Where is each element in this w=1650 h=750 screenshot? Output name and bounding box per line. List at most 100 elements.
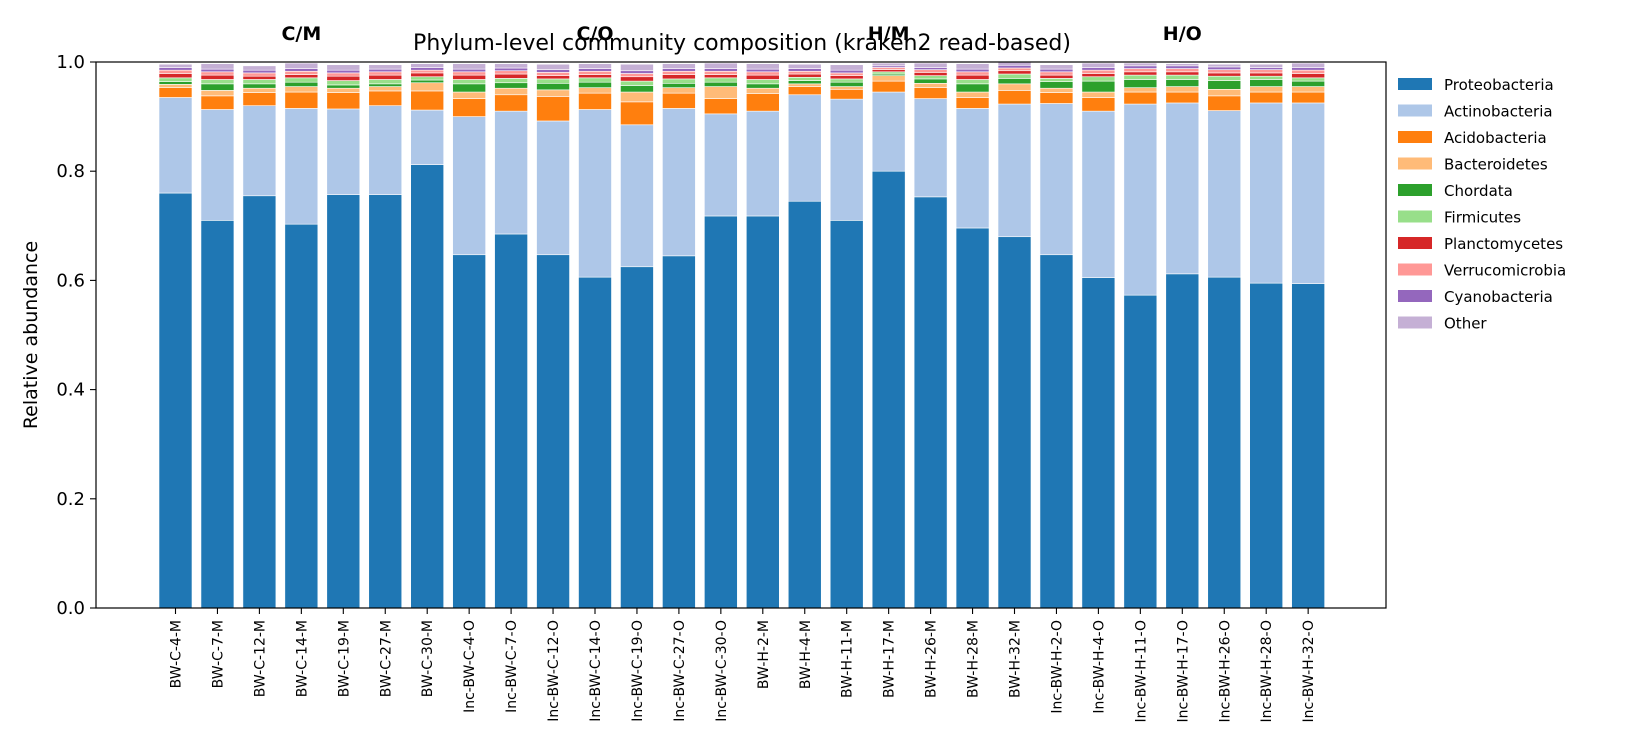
bar-segment-firmicutes-5 [368,79,403,85]
bar-segment-cyanobacteria-15 [787,68,822,72]
bar-segment-proteobacteria-18 [913,196,948,609]
bar-segment-cyanobacteria-2 [242,69,277,74]
bar-segment-proteobacteria-10 [578,276,612,609]
bar-segment-chordata-24 [1165,79,1200,87]
bar-segment-actinobacteria-6 [410,109,445,165]
x-tick-label: BW-H-4-M [798,620,814,689]
bar-segment-other-5 [368,64,403,70]
bar-segment-planctomycetes-3 [284,74,319,79]
x-tick-label: Inc-BW-C-12-O [546,620,562,722]
bar-segment-other-18 [913,62,948,68]
bar-segment-firmicutes-14 [745,79,780,85]
bar-segment-cyanobacteria-22 [1081,67,1116,71]
bar-segment-bacteroidetes-22 [1081,91,1116,98]
bar-segment-planctomycetes-19 [955,74,990,80]
bar-segment-planctomycetes-9 [536,75,570,80]
bar-segment-chordata-11 [620,85,654,93]
bar-segment-planctomycetes-21 [1039,74,1074,79]
legend-swatch [1398,104,1432,117]
bar-segment-firmicutes-15 [787,76,822,81]
bar-segment-cyanobacteria-8 [494,67,528,72]
bar-segment-verrucomicrobia-0 [158,69,193,74]
legend-swatch [1398,316,1432,329]
bar-segment-verrucomicrobia-15 [787,70,822,75]
x-tick-label: Inc-BW-H-32-O [1301,620,1317,723]
bar-segment-chordata-26 [1249,79,1283,87]
bar-segment-firmicutes-12 [662,78,696,84]
bar-segment-acidobacteria-20 [997,90,1032,105]
bar-segment-planctomycetes-14 [745,74,780,80]
bar-segment-cyanobacteria-14 [745,68,780,73]
bar-segment-chordata-6 [410,79,445,84]
bar-segment-cyanobacteria-18 [913,67,948,70]
bar-segment-bacteroidetes-16 [829,86,864,90]
bar-segment-proteobacteria-25 [1207,276,1242,609]
bar-segment-firmicutes-1 [200,79,235,85]
y-tick-label: 0.4 [56,380,85,401]
bar-segment-proteobacteria-21 [1039,254,1074,609]
bar-segment-bacteroidetes-27 [1291,86,1325,93]
bar-segment-verrucomicrobia-25 [1207,69,1242,74]
bar-segment-verrucomicrobia-4 [326,72,361,77]
bar-segment-bacteroidetes-0 [158,84,193,88]
bar-segment-acidobacteria-7 [452,98,486,117]
bar-segment-actinobacteria-17 [871,91,906,172]
bar-segment-proteobacteria-16 [829,220,864,609]
x-tick-label: BW-H-28-M [966,620,982,698]
bar-segment-other-21 [1039,64,1074,70]
x-tick-label: BW-C-27-M [378,620,394,697]
bar-segment-acidobacteria-11 [620,101,654,126]
group-label: H/M [868,23,910,45]
bar-segment-actinobacteria-22 [1081,110,1116,278]
legend-label: Planctomycetes [1444,235,1563,253]
legend-label: Other [1444,315,1487,333]
legend-swatch [1398,131,1432,143]
x-tick-label: Inc-BW-C-14-O [588,620,604,722]
bar-segment-acidobacteria-8 [494,94,528,112]
legend-swatch [1398,78,1432,90]
bar-segment-chordata-4 [326,84,361,89]
bar-segment-proteobacteria-5 [368,194,403,609]
bar-segment-acidobacteria-0 [158,87,193,98]
bar-segment-firmicutes-3 [284,77,319,83]
bar-segment-other-11 [620,63,654,72]
legend-swatch [1398,210,1432,223]
bar-segment-planctomycetes-15 [787,73,822,78]
bar-segment-verrucomicrobia-10 [578,70,612,75]
bar-segment-firmicutes-6 [410,76,445,81]
bar-segment-bacteroidetes-4 [326,87,361,93]
x-tick-label: Inc-BW-C-27-O [672,620,688,722]
bar-segment-cyanobacteria-3 [284,68,319,72]
x-tick-label: BW-C-19-M [336,620,352,697]
bar-segment-cyanobacteria-20 [997,64,1032,69]
bar-segment-actinobacteria-1 [200,109,235,221]
bar-segment-other-6 [410,63,445,68]
y-tick-label: 0.0 [56,598,85,619]
bar-segment-chordata-18 [913,78,948,84]
bar-segment-acidobacteria-16 [829,89,864,100]
bar-segment-verrucomicrobia-20 [997,67,1032,72]
bar-segment-bacteroidetes-11 [620,91,654,103]
bar-segment-proteobacteria-6 [410,164,445,609]
bar-segment-bacteroidetes-3 [284,86,319,93]
bar-segment-cyanobacteria-5 [368,68,403,73]
bar-segment-verrucomicrobia-11 [620,73,654,78]
bar-segment-bacteroidetes-6 [410,82,445,92]
bar-segment-planctomycetes-24 [1165,71,1200,76]
bar-segment-bacteroidetes-1 [200,90,235,97]
bar-segment-chordata-2 [242,83,277,89]
bar-segment-acidobacteria-22 [1081,97,1116,112]
bar-segment-verrucomicrobia-22 [1081,69,1116,74]
bar-segment-other-2 [242,65,277,71]
bar-segment-cyanobacteria-7 [452,68,486,73]
bar-segment-bacteroidetes-24 [1165,86,1200,93]
bar-segment-cyanobacteria-1 [200,68,235,73]
legend-label: Acidobacteria [1444,129,1547,147]
bar-segment-verrucomicrobia-21 [1039,71,1074,76]
bar-segment-firmicutes-4 [326,80,361,86]
bar-segment-firmicutes-13 [704,77,738,83]
x-tick-label: BW-C-12-M [252,620,268,697]
bar-segment-planctomycetes-7 [452,74,486,80]
bar-segment-verrucomicrobia-23 [1123,68,1158,73]
